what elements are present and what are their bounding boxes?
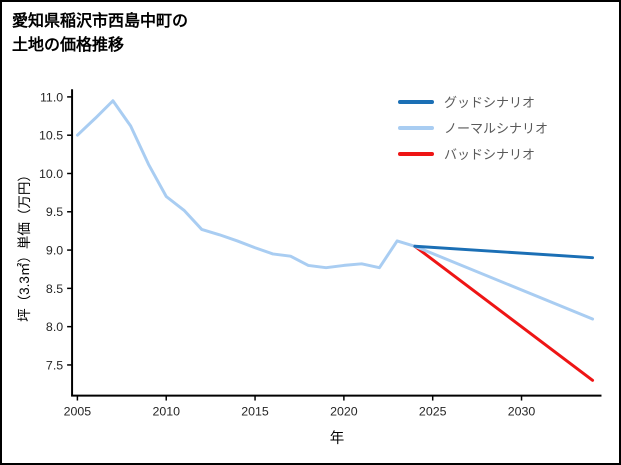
bad-scenario-label: バッドシナリオ [444, 147, 536, 162]
bad-scenario-line-swatch [398, 151, 434, 156]
legend-item-normal-scenario: ノーマルシナリオ [398, 118, 548, 137]
svg-text:8.0: 8.0 [46, 320, 63, 334]
chart-legend: グッドシナリオ ノーマルシナリオ バッドシナリオ [398, 92, 548, 163]
normal-scenario-line-swatch [398, 125, 434, 130]
chart-title-line2: 土地の価格推移 [12, 37, 125, 54]
svg-text:9.5: 9.5 [46, 205, 63, 219]
legend-item-good-scenario: グッドシナリオ [398, 92, 548, 111]
svg-text:8.5: 8.5 [46, 282, 63, 296]
svg-text:2010: 2010 [152, 404, 180, 418]
legend-item-bad-scenario: バッドシナリオ [398, 144, 548, 163]
svg-text:11.0: 11.0 [40, 90, 63, 104]
chart-title: 愛知県稲沢市西島中町の 土地の価格推移 [12, 10, 188, 58]
good-scenario-line-swatch [398, 99, 434, 104]
good-scenario-label: グッドシナリオ [444, 95, 536, 110]
normal-scenario-label: ノーマルシナリオ [444, 121, 549, 136]
svg-text:2025: 2025 [419, 404, 447, 418]
svg-text:9.0: 9.0 [46, 244, 63, 258]
svg-text:7.5: 7.5 [46, 358, 63, 372]
y-axis-label: 坪（3.3㎡）単価（万円） [17, 168, 32, 322]
svg-text:2005: 2005 [64, 404, 92, 418]
svg-text:10.5: 10.5 [39, 129, 63, 143]
svg-text:2020: 2020 [330, 404, 358, 418]
svg-text:2015: 2015 [241, 404, 269, 418]
svg-text:10.0: 10.0 [39, 167, 63, 181]
chart-title-line1: 愛知県稲沢市西島中町の [12, 13, 189, 30]
x-axis-label: 年 [329, 431, 345, 447]
svg-text:2030: 2030 [508, 404, 536, 418]
